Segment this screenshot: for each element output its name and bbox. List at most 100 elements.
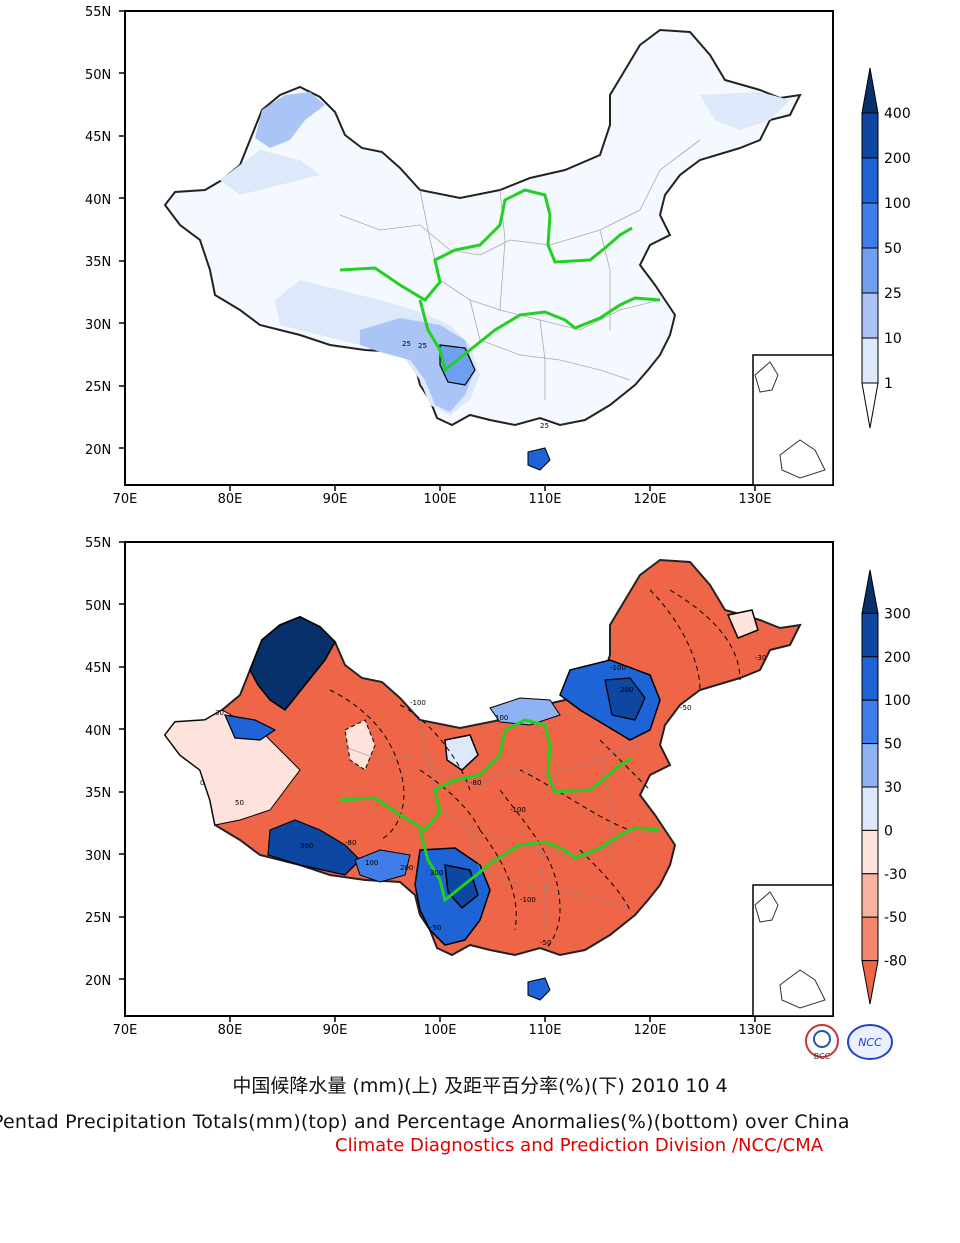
colorbar-segment xyxy=(861,292,879,339)
colorbar-segment xyxy=(861,656,879,701)
lat-label: 45N xyxy=(85,130,111,145)
rivers xyxy=(339,188,661,373)
lon-axis: 70E 80E 90E 100E 110E 120E 130E xyxy=(113,1023,772,1038)
lon-label: 110E xyxy=(528,1023,561,1038)
colorbar-segment xyxy=(861,112,879,159)
contour-labels: -100 -80 -50 -30 0 30 50 100 200 300 -10… xyxy=(200,654,766,947)
lat-label: 35N xyxy=(85,255,111,270)
ncc-logo: NCC xyxy=(846,1023,893,1063)
lat-label: 25N xyxy=(85,911,111,926)
lat-label: 25N xyxy=(85,380,111,395)
precip-area-north xyxy=(220,150,320,195)
lat-label: 50N xyxy=(85,68,111,83)
anomaly-area-inner-mongolia xyxy=(489,697,561,726)
organization-caption: Climate Diagnostics and Prediction Divis… xyxy=(335,1135,824,1156)
chinese-caption: 中国候降水量 (mm)(上) 及距平百分率(%)(下) 2010 10 4 xyxy=(232,1075,728,1097)
yangtze-river xyxy=(418,296,661,373)
colorbar-segment xyxy=(861,612,879,658)
colorbar-segment xyxy=(861,202,879,249)
lon-label: 80E xyxy=(218,492,243,507)
colorbar-segment xyxy=(861,829,879,875)
colorbar-label: -50 xyxy=(884,910,907,926)
precip-area-xinjiang xyxy=(255,92,325,148)
province-borders xyxy=(339,139,701,400)
contour-label: -100 xyxy=(520,896,536,904)
contour-label: -80 xyxy=(470,779,481,787)
lon-label: 80E xyxy=(218,1023,243,1038)
precip-anomaly-map: -100 -80 -50 -30 0 30 50 100 200 300 -10… xyxy=(85,536,911,1038)
contour-label: -50 xyxy=(540,939,551,947)
precip-anomaly-panel: -100 -80 -50 -30 0 30 50 100 200 300 -10… xyxy=(0,530,960,1050)
colorbar-label: 50 xyxy=(884,241,902,257)
colorbar-segment xyxy=(861,247,879,294)
contour-label: 100 xyxy=(365,859,378,867)
contour-label: 200 xyxy=(620,686,633,694)
anomaly-area-tibet-2 xyxy=(354,849,411,883)
colorbar-segment xyxy=(861,67,879,114)
inset-coastline xyxy=(754,361,826,479)
colorbar-label: 10 xyxy=(884,331,902,347)
lon-label: 70E xyxy=(113,1023,138,1038)
bcc-logo: BCC xyxy=(802,1023,846,1063)
colorbar-segment xyxy=(861,569,879,614)
contour-label: 300 xyxy=(300,842,313,850)
colorbar-segment xyxy=(861,382,879,429)
lon-label: 90E xyxy=(323,492,348,507)
lat-label: 30N xyxy=(85,849,111,864)
lat-label: 20N xyxy=(85,974,111,989)
contour-label: -50 xyxy=(680,704,691,712)
anomaly-area-west xyxy=(164,709,301,826)
anomaly-area-xinjiang-north xyxy=(249,616,336,712)
contour-label: 25 xyxy=(418,342,427,350)
lon-label: 100E xyxy=(423,1023,456,1038)
precip-area-yunnan xyxy=(439,344,476,386)
colorbar-label: 200 xyxy=(884,650,911,666)
colorbar-label: 1 xyxy=(884,376,893,392)
colorbar-segment xyxy=(861,157,879,204)
lat-label: 55N xyxy=(85,5,111,20)
lat-label: 30N xyxy=(85,318,111,333)
anomaly-area-northeast xyxy=(726,609,759,639)
contour-label: -50 xyxy=(430,924,441,932)
colorbar-label: -80 xyxy=(884,954,907,970)
contour-label: 25 xyxy=(540,422,549,430)
axis-ticks xyxy=(119,10,756,491)
colorbar-label: 50 xyxy=(884,737,902,753)
lon-label: 130E xyxy=(738,1023,771,1038)
lon-label: 110E xyxy=(528,492,561,507)
colorbar-label: 400 xyxy=(884,106,911,122)
contour-label: -100 xyxy=(510,806,526,814)
contour-labels: 25 25 25 xyxy=(402,340,549,430)
contour-label: -80 xyxy=(345,839,356,847)
lat-label: 20N xyxy=(85,443,111,458)
colorbar-label: 25 xyxy=(884,286,902,302)
inset-coastline xyxy=(754,891,826,1009)
colorbar-segment xyxy=(861,960,879,1005)
lat-label: 40N xyxy=(85,193,111,208)
negative-contours xyxy=(329,589,741,951)
colorbar-label: -30 xyxy=(884,867,907,883)
ncc-logo-text: NCC xyxy=(858,1036,882,1049)
lat-label: 35N xyxy=(85,786,111,801)
precip-total-panel: 25 25 25 55N 50N 45N 40N 35N 30N 25N 20N… xyxy=(0,0,960,520)
colorbar-segment xyxy=(861,873,879,918)
contour-label: -100 xyxy=(410,699,426,707)
colorbar-label: 100 xyxy=(884,693,911,709)
lon-label: 90E xyxy=(323,1023,348,1038)
lat-axis: 55N 50N 45N 40N 35N 30N 25N 20N xyxy=(85,5,111,458)
contour-label: 30 xyxy=(215,709,224,717)
precip-area-hainan xyxy=(527,447,551,471)
contour-label: -30 xyxy=(755,654,766,662)
south-china-sea-inset xyxy=(752,354,833,485)
contour-label: 25 xyxy=(402,340,411,348)
lon-label: 120E xyxy=(633,492,666,507)
anomaly-area-hainan xyxy=(527,977,551,1001)
contour-label: 300 xyxy=(430,869,443,877)
precip-area-sw xyxy=(360,318,475,412)
lat-label: 50N xyxy=(85,599,111,614)
lat-label: 40N xyxy=(85,724,111,739)
lat-axis: 55N 50N 45N 40N 35N 30N 25N 20N xyxy=(85,536,111,989)
colorbar-segment xyxy=(861,337,879,384)
axis-ticks xyxy=(119,541,756,1022)
colorbar-segment xyxy=(861,699,879,745)
